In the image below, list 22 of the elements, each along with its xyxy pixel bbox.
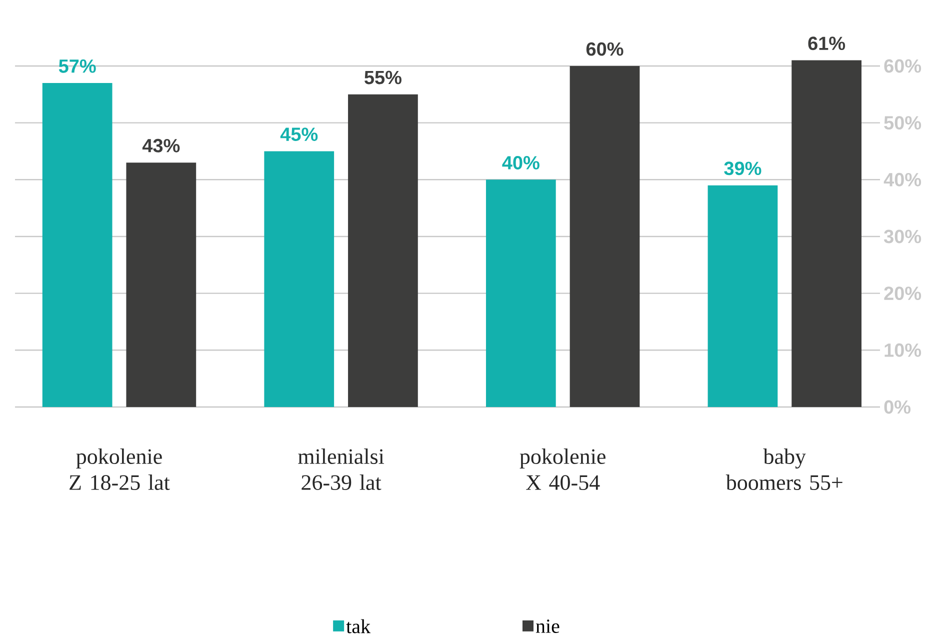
bar — [486, 180, 556, 408]
data-label: 61% — [808, 36, 846, 50]
data-label: 39% — [724, 162, 762, 176]
data-label: 57% — [58, 60, 96, 74]
data-label: 55% — [364, 70, 402, 84]
bar — [348, 94, 418, 408]
bar — [792, 60, 862, 408]
x-tick-label: pokolenie Z 18-25 lat — [70, 448, 170, 490]
data-label: 40% — [502, 156, 540, 170]
data-label: 43% — [142, 139, 180, 153]
x-tick-label: pokolenie X 40-54 — [520, 448, 606, 490]
data-label: 60% — [586, 42, 624, 56]
x-tick-label: baby boomers 55+ — [726, 448, 842, 490]
legend-label: tak — [346, 619, 371, 634]
bar — [708, 186, 778, 408]
data-label: 45% — [280, 128, 318, 142]
bar — [570, 66, 640, 408]
bar — [264, 151, 334, 408]
legend-label: nie — [536, 620, 560, 634]
x-tick-label: milenialsi 26-39 lat — [298, 448, 384, 490]
bar — [126, 162, 196, 408]
bar — [42, 83, 112, 408]
